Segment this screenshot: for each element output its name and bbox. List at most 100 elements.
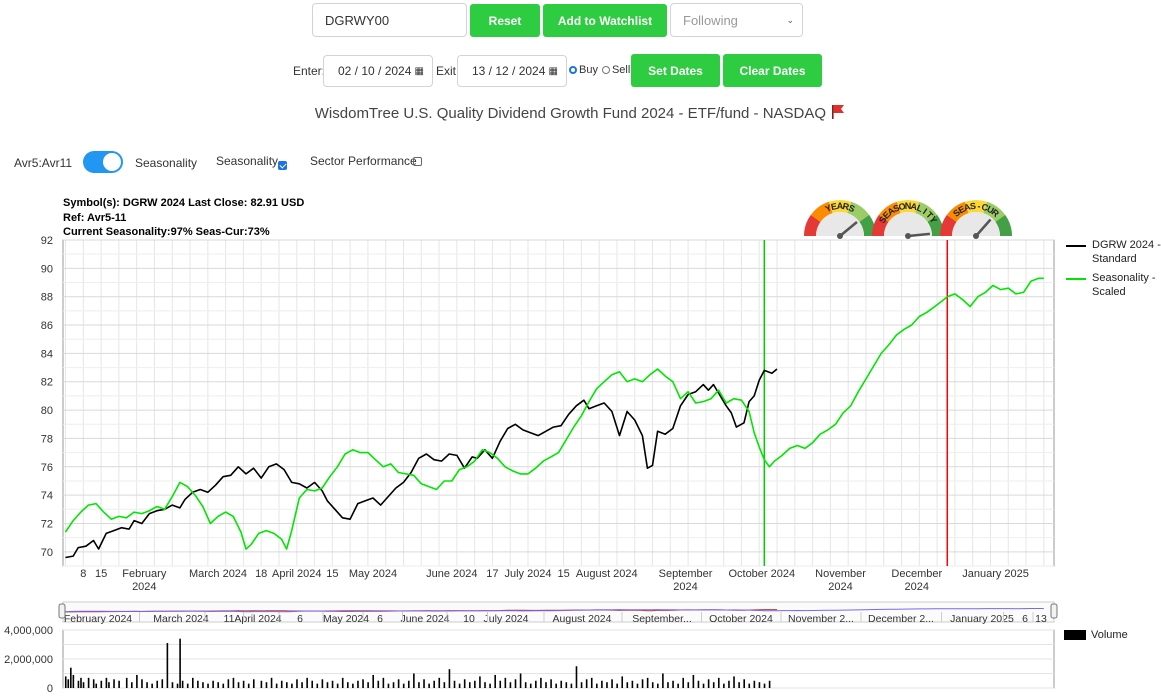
volume-bar <box>392 682 395 688</box>
exit-label: Exit: <box>436 64 460 78</box>
volume-bar <box>570 683 573 688</box>
volume-bar <box>291 683 293 688</box>
navigator-tick-label: April 2024 <box>234 613 281 625</box>
gauge-segment <box>946 201 969 222</box>
volume-bar <box>707 679 710 688</box>
volume-bar <box>743 679 745 688</box>
volume-bar <box>197 680 199 688</box>
volume-bar <box>212 680 214 688</box>
gauge-segment <box>847 201 870 222</box>
gauge-label-char: E <box>830 201 838 212</box>
gauge-segment <box>927 214 944 236</box>
volume-bar <box>433 680 435 688</box>
x-tick-label: 15 <box>326 568 338 580</box>
gauge-label-char: A <box>910 201 919 212</box>
legend-item-standard[interactable]: DGRW 2024 - Standard <box>1066 239 1161 266</box>
y-tick-label: 88 <box>41 292 53 304</box>
x-tick-label: August 2024 <box>576 568 638 580</box>
navigator-tick-label: January 2025 <box>950 613 1014 625</box>
sell-radio[interactable] <box>601 66 610 74</box>
navigator-series-seasonality <box>65 608 1044 613</box>
volume-bar <box>667 682 669 688</box>
clear-dates-button[interactable]: Clear Dates <box>723 54 822 87</box>
volume-bar <box>519 673 522 688</box>
page-title-text: WisdomTree U.S. Quality Dividend Growth … <box>314 105 827 122</box>
volume-bar <box>489 683 491 688</box>
following-select[interactable]: Following ⌄ <box>670 3 803 37</box>
volume-bar <box>626 682 629 688</box>
y-tick-label: 84 <box>41 348 53 360</box>
gauge-label-char: A <box>963 201 973 213</box>
volume-bar <box>524 682 527 688</box>
volume-bar <box>202 682 204 688</box>
volume-bar <box>565 682 568 688</box>
red-flag-icon <box>832 105 845 119</box>
legend-swatch-standard <box>1066 245 1086 247</box>
gauge-label-char: O <box>898 201 907 212</box>
add-to-watchlist-button[interactable]: Add to Watchlist <box>543 4 667 37</box>
series-line-seasonality <box>64 277 1044 550</box>
volume-bar <box>260 680 263 688</box>
volume-bar <box>275 683 278 688</box>
volume-bar <box>136 674 138 688</box>
volume-bar <box>105 677 108 688</box>
seasonality-checkbox[interactable] <box>278 161 287 170</box>
seasonality-toggle[interactable] <box>83 151 123 173</box>
navigator-tick-label: August 2024 <box>553 613 612 625</box>
buy-radio[interactable] <box>569 66 577 74</box>
sell-radio-label: Sell <box>611 64 631 76</box>
navigator-tick-label: 10 <box>463 613 475 625</box>
volume-bar <box>367 682 369 688</box>
volume-bar <box>631 680 634 688</box>
volume-bar <box>352 683 354 688</box>
x-tick-label: October 2024 <box>728 568 795 580</box>
volume-bar <box>468 682 471 688</box>
volume-bar <box>217 682 220 688</box>
volume-bar <box>95 683 98 688</box>
sector-performance-checkbox[interactable] <box>413 157 422 166</box>
legend-item-seasonality[interactable]: Seasonality - Scaled <box>1066 272 1161 299</box>
navigator-tick-label: September... <box>632 613 692 625</box>
volume-bar <box>265 682 268 688</box>
gauge-label-char: S <box>877 215 889 225</box>
x-tick-label: March 2024 <box>189 568 247 580</box>
volume-bar <box>77 680 80 688</box>
chart-info-line1: Symbol(s): DGRW 2024 Last Close: 82.91 U… <box>63 197 305 209</box>
enter-date-input[interactable]: 02 / 10 / 2024 ▦ <box>323 55 433 87</box>
volume-bar <box>484 682 486 688</box>
volume-bar <box>141 679 143 688</box>
enter-date-value: 02 / 10 / 2024 <box>338 64 412 78</box>
volume-bar <box>87 677 90 688</box>
volume-bar <box>646 677 649 688</box>
gauge-segment <box>995 214 1012 236</box>
volume-bar <box>321 679 324 688</box>
gauge-label-char: T <box>924 210 935 221</box>
gauge-segment <box>878 201 901 222</box>
navigator-tick-label: 11 <box>224 613 235 625</box>
volume-bar <box>728 680 730 688</box>
reset-button[interactable]: Reset <box>470 4 540 37</box>
volume-bar <box>748 683 751 688</box>
exit-date-input[interactable]: 13 / 12 / 2024 ▦ <box>457 55 567 87</box>
volume-bar <box>458 683 461 688</box>
y-tick-label: 90 <box>41 263 53 275</box>
set-dates-button[interactable]: Set Dates <box>631 54 720 87</box>
volume-bar <box>418 682 420 688</box>
page-title: WisdomTree U.S. Quality Dividend Growth … <box>0 104 1161 122</box>
symbol-input[interactable]: DGRWY00 <box>312 3 467 37</box>
volume-bar <box>377 680 380 688</box>
gauge-label-char: Y <box>927 215 939 225</box>
volume-bar <box>453 680 456 688</box>
gauge-segment <box>804 214 821 236</box>
volume-bar <box>712 682 715 688</box>
y-tick-label: 80 <box>41 405 53 417</box>
gauge-segment <box>810 201 833 222</box>
volume-y-tick-label: 2,000,000 <box>4 654 53 666</box>
volume-bar <box>179 638 181 688</box>
volume-bar <box>207 683 209 688</box>
x-tick-label: 18 <box>255 568 267 580</box>
range-navigator[interactable]: February 2024 March 2024 11 April 2024 6 May … <box>0 598 1161 626</box>
seasonality-toggle-label: Seasonality <box>135 156 198 170</box>
